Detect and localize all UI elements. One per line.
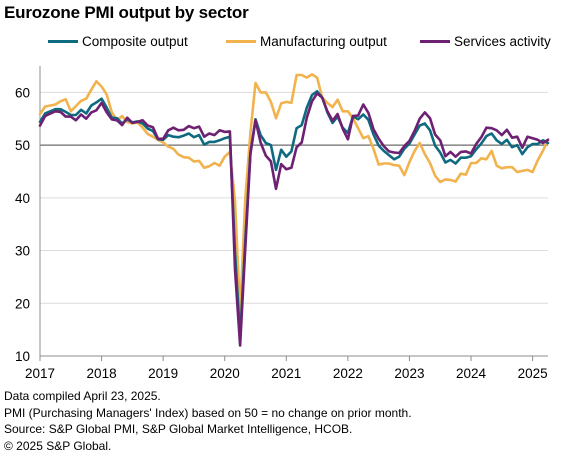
x-tick-label-2021: 2021 xyxy=(271,366,301,381)
footnote-pmi-definition: PMI (Purchasing Managers' Index) based o… xyxy=(4,405,412,420)
legend-label-composite: Composite output xyxy=(82,34,188,49)
footnote-source: Source: S&P Global PMI, S&P Global Marke… xyxy=(4,422,353,436)
x-tick-label-2023: 2023 xyxy=(394,366,424,381)
series-line-services xyxy=(38,92,550,347)
x-tick-label-2020: 2020 xyxy=(210,366,240,381)
legend-swatch-manufacturing xyxy=(226,40,256,43)
x-tick-label-2019: 2019 xyxy=(148,366,178,381)
y-tick-label-40: 40 xyxy=(15,191,30,206)
legend-label-manufacturing: Manufacturing output xyxy=(260,34,387,49)
y-tick-label-20: 20 xyxy=(15,296,30,311)
legend-item-composite: Composite output xyxy=(48,34,188,49)
legend-label-services: Services activity xyxy=(454,34,551,49)
y-tick-label-30: 30 xyxy=(15,244,30,259)
x-tick-label-2025: 2025 xyxy=(518,366,548,381)
x-tick-label-2017: 2017 xyxy=(25,366,55,381)
y-tick-label-50: 50 xyxy=(15,138,30,153)
series-line-composite xyxy=(38,89,550,339)
y-tick-label-60: 60 xyxy=(15,85,30,100)
chart-title: Eurozone PMI output by sector xyxy=(4,3,249,22)
x-tick-label-2018: 2018 xyxy=(87,366,117,381)
y-tick-label-10: 10 xyxy=(15,349,30,364)
legend-item-services: Services activity xyxy=(420,34,551,49)
line-chart: 10 20 30 40 50 60 2017 2018 2019 2020 2021 2022 2023… xyxy=(15,66,550,381)
x-tick-label-2024: 2024 xyxy=(456,366,487,381)
footnotes: Data compiled April 23, 2025. PMI (Purch… xyxy=(4,388,412,454)
legend-item-manufacturing: Manufacturing output xyxy=(226,34,387,49)
legend-swatch-services xyxy=(420,40,450,43)
x-tick-label-2022: 2022 xyxy=(333,366,363,381)
footnote-copyright: © 2025 S&P Global. xyxy=(4,438,112,453)
legend-swatch-composite xyxy=(48,40,78,43)
series-line-manufacturing xyxy=(38,73,550,315)
footnote-data-compiled: Data compiled April 23, 2025. xyxy=(4,389,161,403)
legend: Composite output Manufacturing output Se… xyxy=(0,34,562,54)
